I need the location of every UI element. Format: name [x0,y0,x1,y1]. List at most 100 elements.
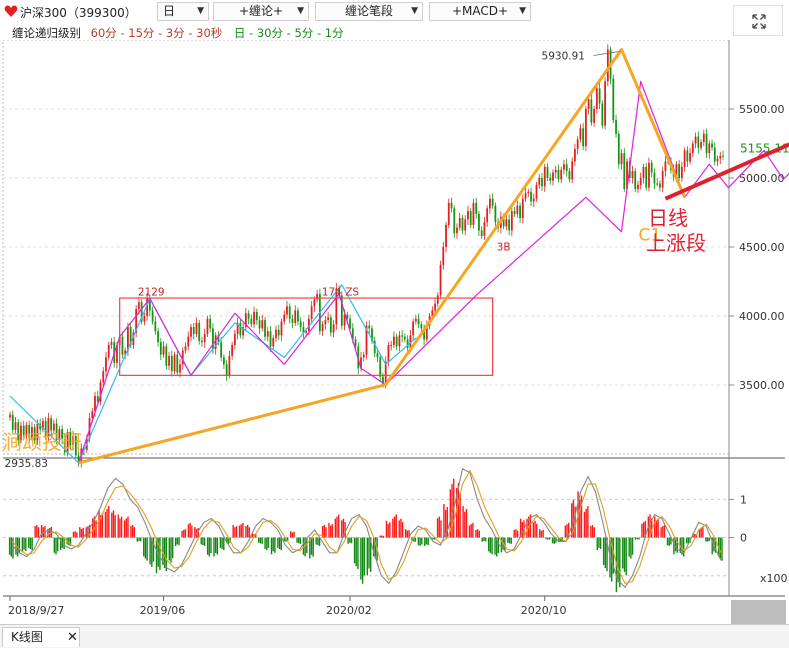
candle-body [14,422,17,430]
candle-body [181,350,184,365]
macd-tick-label: 0 [740,532,747,545]
level-legend: 缠论递归级别 60分 - 15分 - 3分 - 30秒 日 - 30分 - 5分… [12,25,344,41]
candle-body [250,318,253,325]
price-tick-label: 4000.00 [739,310,785,323]
candle-body [382,376,384,385]
candle-body [362,354,365,358]
candle-body [538,178,541,185]
candle-body [574,149,576,162]
candle-body [579,128,582,140]
candle-body [384,361,387,385]
candle-body [264,320,266,337]
tab-kline[interactable]: K线图 ✕ [2,627,80,647]
candle-body [423,328,425,340]
scroll-corner[interactable] [731,600,786,624]
candle-body [439,264,442,296]
candle-body [9,414,11,418]
candle-body [478,213,480,231]
candle-body [66,431,69,453]
candle-body [354,339,357,347]
candle-body [187,336,190,347]
candle-body [329,317,332,333]
candle-body [94,396,96,412]
candle-body [686,150,689,162]
candle-body [184,346,187,351]
candle-body [99,382,102,402]
candle-body [489,198,491,209]
macd-dea-line [11,469,722,585]
candle-body [532,198,535,202]
candle-body [299,321,302,328]
candle-body [639,178,642,185]
candle-body [154,321,157,332]
candle-body [201,340,203,343]
candle-body [587,99,590,109]
candle-body [159,342,162,355]
fullscreen-button[interactable] [733,5,783,36]
candle-body [223,357,225,365]
buy-point-label: 3B [497,241,511,253]
candle-body [678,164,681,178]
candle-body [412,321,415,336]
chart-canvas[interactable]: 3500.004000.004500.005000.005500.005155.… [0,40,789,624]
candle-body [266,331,269,337]
heart-icon[interactable] [4,2,18,20]
candle-body [269,331,272,347]
candle-body [261,320,264,329]
x-tick-label: 2018/9/27 [8,604,64,617]
candle-body [571,161,574,180]
candle-body [675,164,678,177]
candle-body [121,336,124,355]
high-price-leader [593,51,620,56]
candle-body [552,172,554,181]
candle-body [612,78,615,121]
expand-icon [752,14,766,29]
up-leg-label: 上涨段 [646,231,706,255]
candle-body [52,423,55,431]
close-icon[interactable]: ✕ [67,630,78,645]
price-tick-label: 4500.00 [739,241,785,254]
candle-body [351,328,354,340]
indicator-bi-duan-label: 缠论笔段 [344,4,393,18]
rising-arrow-shaft [664,142,789,201]
indicator-button-chan[interactable]: +缠论+ ▼ [213,2,309,21]
candle-body [486,208,489,223]
candle-body [42,420,44,430]
indicator-button-macd[interactable]: +MACD+ ▼ [429,2,531,21]
x-tick-label: 2020/02 [326,604,372,617]
level-legend-days: 日 - 30分 - 5分 - 1分 [233,26,344,40]
candle-body [340,295,343,326]
candle-body [294,310,297,323]
indicator-button-bi-duan[interactable]: 缠论笔段 ▼ [315,2,423,21]
candle-body [502,216,505,227]
candle-body [376,353,379,358]
tab-bar: K线图 ✕ [0,624,789,648]
candle-body [631,171,634,178]
candle-body [28,425,31,438]
candle-body [659,183,661,188]
price-tick-label: 5500.00 [739,103,785,116]
candle-body [203,333,206,343]
candle-body [236,322,239,334]
price-tick-label: 5000.00 [739,172,785,185]
period-select[interactable]: 日 ▼ [157,2,209,21]
candle-body [168,356,170,366]
candle-body [403,336,406,340]
candle-body [557,169,560,180]
candle-body [135,309,138,333]
candle-body [475,202,478,214]
candle-body [137,302,140,310]
symbol-label[interactable]: 沪深300（399300） [20,6,137,20]
candle-body [456,227,458,234]
candle-body [212,328,214,350]
indicator-macd-label: +MACD+ [451,4,509,18]
candle-body [173,354,176,372]
period-value: 日 [163,4,176,18]
macd-tick-label: 1 [740,493,747,506]
candle-body [664,161,667,172]
candle-body [700,142,702,148]
candle-body [283,314,286,322]
chevron-down-icon: ▼ [297,6,304,16]
candle-body [302,327,305,333]
candle-body [72,436,74,446]
